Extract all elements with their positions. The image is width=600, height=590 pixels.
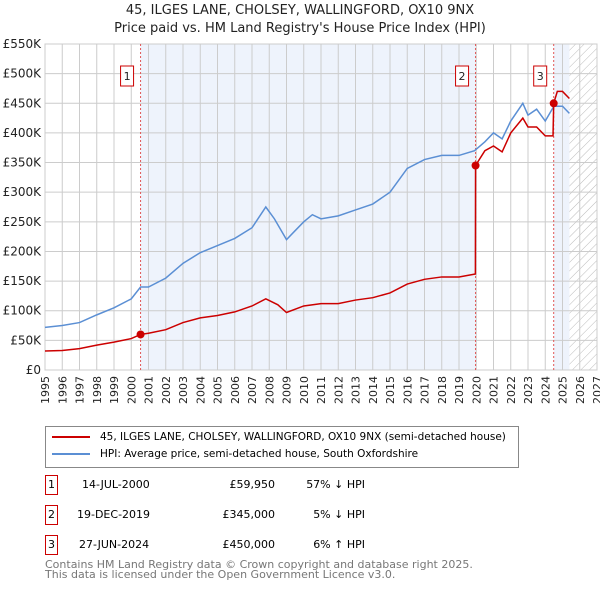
legend-label: 45, ILGES LANE, CHOLSEY, WALLINGFORD, OX… bbox=[100, 431, 506, 443]
x-tick-label: 1998 bbox=[91, 376, 104, 404]
price-paid-line bbox=[44, 90, 570, 352]
x-tick-label: 2008 bbox=[263, 376, 276, 404]
x-tick-label: 2024 bbox=[539, 376, 552, 404]
y-tick-label: £350K bbox=[3, 156, 43, 170]
x-tick-label: 2014 bbox=[367, 376, 380, 404]
legend-item-hpi: HPI: Average price, semi-detached house,… bbox=[52, 448, 418, 460]
sale-label-box bbox=[455, 65, 470, 87]
x-tick-label: 2007 bbox=[246, 376, 259, 404]
y-tick-label: £0 bbox=[26, 363, 41, 377]
red-line-swatch bbox=[52, 436, 90, 438]
footer-line: This data is licensed under the Open Gov… bbox=[45, 568, 396, 581]
shaded-period bbox=[140, 44, 476, 370]
x-tick-label: 2016 bbox=[401, 376, 414, 404]
chart-title: 45, ILGES LANE, CHOLSEY, WALLINGFORD, OX… bbox=[125, 3, 475, 18]
sale-point bbox=[471, 161, 480, 170]
x-tick-label: 2002 bbox=[160, 376, 173, 404]
y-tick-label: £550K bbox=[3, 37, 43, 51]
shaded-period bbox=[553, 44, 570, 370]
y-tick-label: £50K bbox=[10, 333, 42, 347]
sale-marker-box: 3 bbox=[45, 535, 58, 555]
sale-date: 19-DEC-2019 bbox=[77, 508, 151, 521]
sale-marker-box: 1 bbox=[45, 475, 58, 495]
sale-hpi: 6% ↑ HPI bbox=[313, 538, 365, 551]
y-tick-label: £500K bbox=[3, 67, 43, 81]
footer: Contains HM Land Registry data © Crown c… bbox=[45, 558, 473, 581]
sale-hpi: 57% ↓ HPI bbox=[306, 478, 365, 491]
sale-label: 2 bbox=[459, 70, 466, 83]
y-tick-label: £150K bbox=[3, 274, 43, 288]
y-tick-label: £300K bbox=[3, 185, 43, 199]
sale-row: 2 19-DEC-2019 £345,000 5% ↓ HPI bbox=[45, 505, 445, 525]
x-tick-label: 2011 bbox=[315, 376, 328, 404]
y-tick-label: £450K bbox=[3, 96, 43, 110]
x-tick-label: 2004 bbox=[194, 376, 207, 404]
x-tick-label: 1999 bbox=[108, 376, 121, 404]
price-chart: 1995 1996 1997 1998 1999 2000 2001 2002 2003 2004… bbox=[3, 37, 600, 404]
plot-border bbox=[44, 43, 598, 371]
x-tick-label: 2015 bbox=[384, 376, 397, 404]
x-tick-label: 2026 bbox=[574, 376, 587, 404]
sale-label: 3 bbox=[537, 70, 544, 83]
sale-date: 27-JUN-2024 bbox=[79, 538, 150, 551]
x-tick-label: 1995 bbox=[39, 376, 52, 404]
x-tick-label: 2019 bbox=[453, 376, 466, 404]
sale-point bbox=[136, 330, 145, 339]
y-tick-label: £100K bbox=[3, 304, 43, 318]
x-tick-label: 2003 bbox=[177, 376, 190, 404]
x-tick-label: 2027 bbox=[591, 376, 600, 404]
x-tick-label: 1996 bbox=[56, 376, 69, 404]
x-tick-label: 2000 bbox=[125, 376, 138, 404]
x-tick-label: 2017 bbox=[419, 376, 432, 404]
x-tick-label: 2023 bbox=[522, 376, 535, 404]
forecast-hatch bbox=[569, 44, 597, 370]
sale-label-box bbox=[533, 65, 548, 87]
sale-label-box bbox=[120, 65, 135, 87]
x-tick-label: 2009 bbox=[281, 376, 294, 404]
sale-row: 1 14-JUL-2000 £59,950 57% ↓ HPI bbox=[45, 475, 445, 495]
x-tick-label: 2005 bbox=[212, 376, 225, 404]
legend: 45, ILGES LANE, CHOLSEY, WALLINGFORD, OX… bbox=[45, 426, 519, 468]
x-tick-label: 2010 bbox=[298, 376, 311, 404]
x-tick-label: 2025 bbox=[557, 376, 570, 404]
sale-row: 3 27-JUN-2024 £450,000 6% ↑ HPI bbox=[45, 535, 445, 555]
y-tick-label: £250K bbox=[3, 215, 43, 229]
sale-hpi: 5% ↓ HPI bbox=[313, 508, 365, 521]
sale-label: 1 bbox=[124, 70, 131, 83]
x-tick-label: 1997 bbox=[74, 376, 87, 404]
x-tick-label: 2018 bbox=[436, 376, 449, 404]
chart-subtitle: Price paid vs. HM Land Registry's House … bbox=[114, 21, 486, 36]
sale-price: £450,000 bbox=[222, 538, 276, 551]
x-tick-label: 2013 bbox=[350, 376, 363, 404]
sale-marker-box: 2 bbox=[45, 505, 58, 525]
x-tick-label: 2001 bbox=[143, 376, 156, 404]
x-tick-label: 2006 bbox=[229, 376, 242, 404]
x-tick-label: 2012 bbox=[332, 376, 345, 404]
footer-line: Contains HM Land Registry data © Crown c… bbox=[45, 558, 473, 571]
x-tick-label: 2022 bbox=[505, 376, 518, 404]
sale-date: 14-JUL-2000 bbox=[82, 478, 150, 491]
hpi-line bbox=[44, 101, 570, 329]
sale-price: £345,000 bbox=[222, 508, 276, 521]
sale-price: £59,950 bbox=[229, 478, 276, 491]
x-tick-label: 2021 bbox=[488, 376, 501, 404]
blue-line-swatch bbox=[52, 453, 90, 455]
legend-label: HPI: Average price, semi-detached house,… bbox=[100, 448, 419, 460]
sale-point bbox=[549, 99, 558, 108]
legend-item-property: 45, ILGES LANE, CHOLSEY, WALLINGFORD, OX… bbox=[52, 431, 506, 443]
y-tick-label: £400K bbox=[3, 126, 43, 140]
x-tick-label: 2020 bbox=[470, 376, 483, 404]
y-tick-label: £200K bbox=[3, 244, 43, 258]
